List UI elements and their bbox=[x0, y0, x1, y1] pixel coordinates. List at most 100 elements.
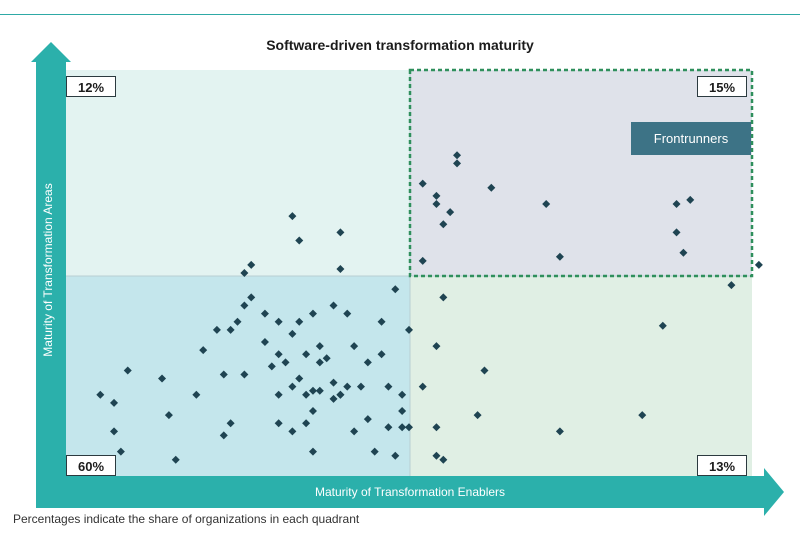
data-point bbox=[398, 423, 407, 432]
data-point bbox=[638, 411, 647, 420]
data-point bbox=[754, 260, 763, 269]
data-point bbox=[274, 317, 283, 326]
data-point bbox=[384, 423, 393, 432]
data-point bbox=[281, 358, 290, 367]
data-point bbox=[363, 358, 372, 367]
data-point bbox=[398, 407, 407, 416]
data-point bbox=[398, 390, 407, 399]
data-point bbox=[405, 325, 413, 334]
quadrant-share-top-left: 12% bbox=[66, 76, 116, 97]
data-point bbox=[336, 264, 345, 273]
x-axis-label: Maturity of Transformation Enablers bbox=[314, 485, 506, 499]
data-point bbox=[274, 350, 283, 359]
y-axis-arrowhead bbox=[31, 42, 71, 62]
data-point bbox=[377, 350, 386, 359]
data-point bbox=[267, 362, 276, 371]
x-axis-arrowhead bbox=[764, 468, 784, 516]
data-point bbox=[240, 370, 249, 379]
data-point bbox=[686, 195, 695, 204]
data-point bbox=[405, 423, 413, 432]
y-axis-label: Maturity of Transformation Areas bbox=[41, 183, 55, 357]
data-point bbox=[308, 386, 317, 395]
data-point bbox=[418, 179, 427, 188]
data-point bbox=[240, 301, 249, 310]
data-point bbox=[336, 390, 345, 399]
data-point bbox=[480, 366, 489, 375]
data-point bbox=[274, 390, 283, 399]
data-point bbox=[322, 354, 331, 363]
frontrunners-label: Frontrunners bbox=[631, 122, 751, 155]
data-point bbox=[302, 390, 311, 399]
data-point bbox=[295, 236, 304, 245]
data-point bbox=[356, 382, 365, 391]
data-point bbox=[329, 394, 338, 403]
data-point bbox=[432, 342, 441, 351]
top-divider bbox=[0, 14, 800, 15]
data-point bbox=[377, 317, 386, 326]
data-point bbox=[110, 427, 119, 436]
data-point bbox=[432, 451, 441, 460]
data-point bbox=[123, 366, 132, 375]
chart-title: Software-driven transformation maturity bbox=[266, 37, 534, 53]
quadrant-top-left bbox=[66, 70, 410, 276]
y-axis-bar bbox=[36, 62, 66, 508]
data-point bbox=[247, 260, 256, 269]
footnote: Percentages indicate the share of organi… bbox=[13, 512, 360, 526]
data-point bbox=[212, 325, 221, 334]
data-point bbox=[192, 390, 201, 399]
quadrant-top-right bbox=[410, 70, 752, 276]
quadrant-bottom-left bbox=[66, 276, 410, 476]
data-point bbox=[453, 151, 462, 160]
data-point bbox=[418, 256, 427, 265]
data-point bbox=[288, 212, 297, 221]
data-point bbox=[542, 199, 551, 208]
data-point bbox=[240, 269, 249, 277]
data-point bbox=[199, 346, 208, 355]
data-point bbox=[260, 338, 269, 347]
data-point bbox=[672, 228, 681, 237]
data-point bbox=[226, 419, 235, 428]
quadrant-share-bottom-left: 60% bbox=[66, 455, 116, 476]
data-point bbox=[343, 309, 352, 318]
data-point bbox=[658, 321, 667, 330]
data-point bbox=[555, 252, 564, 261]
data-point bbox=[343, 382, 352, 391]
data-point bbox=[219, 431, 228, 440]
data-point bbox=[329, 378, 338, 387]
data-point bbox=[315, 386, 324, 395]
data-point bbox=[315, 358, 324, 367]
data-point bbox=[384, 382, 393, 391]
data-point bbox=[158, 374, 167, 383]
data-point bbox=[432, 191, 441, 200]
data-point bbox=[171, 455, 180, 464]
data-point bbox=[302, 419, 311, 428]
data-point bbox=[302, 350, 311, 359]
data-point bbox=[439, 455, 448, 464]
data-point bbox=[446, 208, 455, 217]
data-point bbox=[473, 411, 482, 420]
data-point bbox=[260, 309, 269, 318]
data-point bbox=[295, 317, 304, 326]
quadrant-bottom-right bbox=[410, 276, 752, 476]
data-point bbox=[308, 309, 317, 318]
data-point bbox=[391, 285, 400, 294]
data-point bbox=[116, 447, 125, 456]
data-point bbox=[247, 293, 256, 302]
data-point bbox=[288, 382, 297, 391]
data-point bbox=[439, 293, 448, 302]
data-point bbox=[110, 398, 119, 407]
quadrant-share-bottom-right: 13% bbox=[697, 455, 747, 476]
data-point bbox=[391, 451, 400, 460]
data-point bbox=[432, 423, 441, 432]
data-point bbox=[439, 220, 448, 229]
data-point bbox=[336, 228, 345, 237]
data-point bbox=[295, 374, 304, 383]
data-point bbox=[329, 301, 338, 310]
data-point bbox=[727, 281, 736, 290]
data-point bbox=[418, 382, 427, 391]
data-point bbox=[164, 411, 173, 420]
data-point bbox=[432, 199, 441, 208]
data-point bbox=[679, 248, 688, 257]
data-point bbox=[233, 317, 242, 326]
